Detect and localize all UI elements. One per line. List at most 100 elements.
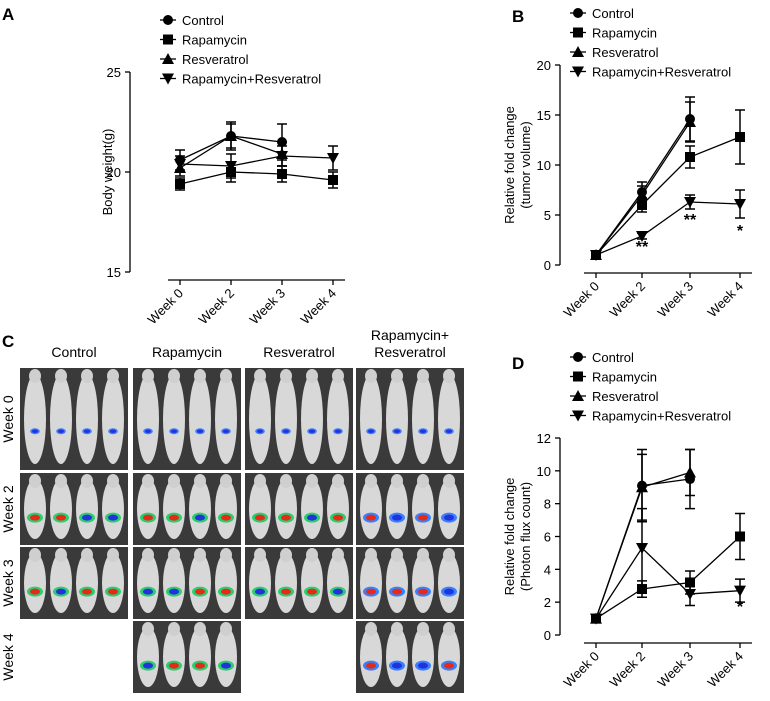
panel-label: B	[512, 7, 524, 26]
mouse-head	[220, 369, 232, 383]
mouse-head	[168, 548, 180, 562]
row-label: Week 0	[0, 395, 16, 442]
mouse-head	[194, 369, 206, 383]
signal	[143, 588, 153, 595]
signal	[221, 662, 231, 669]
y-tick-label: 20	[107, 165, 121, 180]
legend-marker	[163, 15, 173, 25]
mouse-body	[137, 553, 159, 613]
legend-marker	[573, 8, 583, 18]
signal	[444, 588, 454, 595]
mouse-head	[443, 548, 455, 562]
x-tick-label: Week 3	[247, 286, 289, 328]
signal	[444, 662, 454, 669]
signal	[58, 429, 64, 434]
row-label: Week 3	[0, 559, 16, 606]
mouse-body	[386, 374, 408, 464]
legend-label: Rapamycin	[182, 33, 247, 48]
signal	[169, 588, 179, 595]
marker	[174, 159, 186, 170]
legend-marker	[573, 371, 583, 382]
mouse-body	[438, 374, 460, 464]
marker	[684, 588, 696, 600]
mouse-body	[360, 479, 382, 539]
mouse-head	[306, 548, 318, 562]
x-tick-label: Week 4	[705, 279, 747, 321]
mouse-head	[168, 369, 180, 383]
mouse-body	[189, 627, 211, 687]
marker	[276, 151, 288, 162]
mouse-body	[412, 627, 434, 687]
marker	[684, 197, 696, 208]
signal	[418, 588, 428, 595]
mouse-head	[194, 474, 206, 488]
mouse-body	[412, 553, 434, 613]
mouse-body	[163, 479, 185, 539]
signal	[392, 588, 402, 595]
signal	[32, 429, 38, 434]
y-tick-label: 10	[537, 464, 551, 479]
mouse-head	[365, 548, 377, 562]
mouse-head	[142, 548, 154, 562]
mouse-head	[391, 622, 403, 636]
legend-marker	[163, 34, 173, 45]
mouse-body	[301, 479, 323, 539]
mouse-head	[142, 369, 154, 383]
mouse-body	[412, 479, 434, 539]
mouse-head	[254, 369, 266, 383]
mouse-head	[81, 369, 93, 383]
y-tick-label: 2	[544, 595, 551, 610]
signal	[446, 429, 452, 434]
y-tick-label: 6	[544, 530, 551, 545]
signal	[418, 514, 428, 521]
marker	[684, 116, 696, 127]
x-tick-label: Week 0	[145, 286, 187, 328]
y-tick-label: 25	[107, 65, 121, 80]
x-tick-label: Week 2	[196, 286, 238, 328]
mouse-body	[24, 553, 46, 613]
mouse-body	[76, 479, 98, 539]
mouse-body	[137, 627, 159, 687]
mouse-body	[189, 553, 211, 613]
signal	[169, 514, 179, 521]
legend-label: Control	[592, 6, 634, 21]
mouse-head	[280, 548, 292, 562]
signal	[333, 588, 343, 595]
mouse-body	[102, 479, 124, 539]
mouse-body	[275, 374, 297, 464]
mouse-head	[29, 548, 41, 562]
series-line	[595, 546, 741, 619]
mouse-head	[417, 548, 429, 562]
mouse-body	[275, 553, 297, 613]
mouse-image	[356, 473, 464, 545]
mouse-head	[280, 474, 292, 488]
marker	[636, 481, 648, 493]
mouse-body	[301, 553, 323, 613]
x-tick-label: Week 2	[607, 649, 649, 691]
mouse-head	[365, 369, 377, 383]
legend-marker	[572, 390, 584, 401]
legend-label: Rapamycin	[592, 370, 657, 385]
signal	[257, 429, 263, 434]
mouse-head	[29, 474, 41, 488]
signal	[366, 662, 376, 669]
y-tick-label: 4	[544, 562, 551, 577]
mouse-body	[215, 479, 237, 539]
series-line	[595, 136, 741, 256]
mouse-image	[133, 621, 241, 693]
mouse-head	[81, 474, 93, 488]
signal	[255, 514, 265, 521]
column-label: Control	[51, 344, 96, 360]
mouse-body	[249, 553, 271, 613]
mouse-image	[133, 473, 241, 545]
mouse-image	[356, 621, 464, 693]
y-axis-label: Body weight(g)	[100, 129, 115, 216]
mouse-body	[386, 479, 408, 539]
marker	[684, 466, 696, 478]
signal	[143, 514, 153, 521]
annotation: *	[737, 599, 744, 616]
y-tick-label: 15	[537, 108, 551, 123]
x-tick-label: Week 0	[561, 279, 603, 321]
mouse-body	[386, 627, 408, 687]
